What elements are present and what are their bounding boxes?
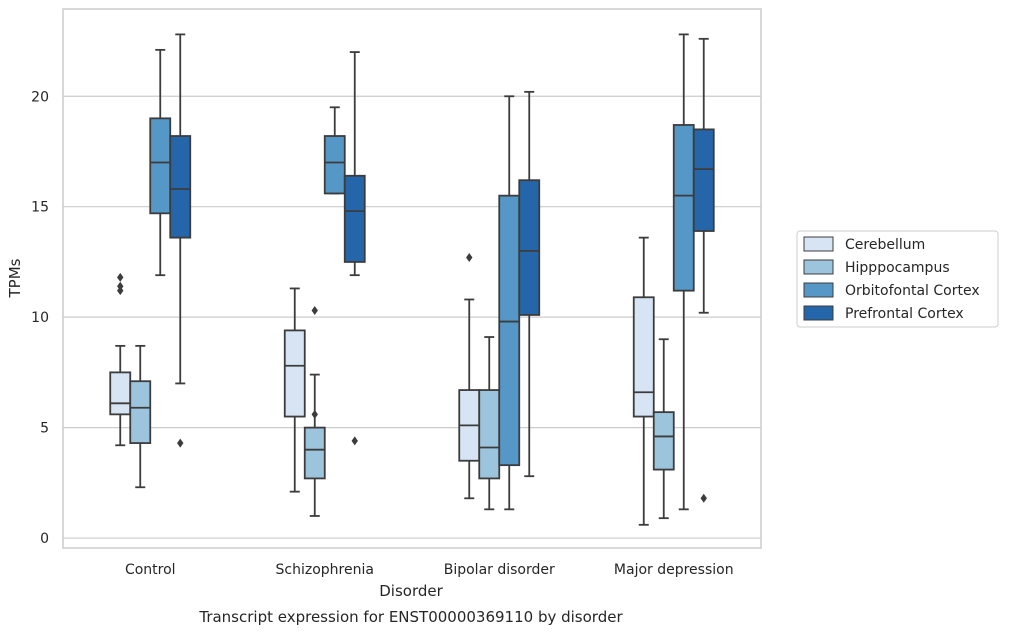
box-cerebellum bbox=[283, 287, 306, 493]
legend-items: Cerebellum Hipppocampus Orbitofontal Corte… bbox=[803, 236, 980, 322]
x-tick-label: Control bbox=[125, 562, 176, 578]
box-prefrontal-cortex bbox=[518, 90, 541, 478]
outlier-point bbox=[351, 436, 358, 446]
legend-label: Cerebellum bbox=[845, 237, 925, 253]
box-prefrontal-cortex bbox=[343, 51, 366, 446]
box-cerebellum bbox=[458, 253, 481, 500]
y-tick-label: 5 bbox=[40, 421, 49, 437]
outlier-point bbox=[117, 272, 124, 282]
legend-frame bbox=[796, 230, 999, 328]
x-tick-label: Major depression bbox=[614, 562, 734, 578]
box-cerebellum bbox=[109, 272, 132, 447]
iqr-box bbox=[498, 194, 521, 467]
box-cerebellum bbox=[632, 236, 655, 526]
box-prefrontal-cortex bbox=[692, 37, 715, 503]
outlier-point bbox=[311, 306, 318, 316]
legend-swatch bbox=[803, 259, 834, 275]
box-orbitofontal-cortex bbox=[672, 33, 695, 511]
y-tick-label: 0 bbox=[40, 531, 49, 547]
iqr-box bbox=[169, 135, 192, 239]
legend-swatch bbox=[803, 282, 834, 298]
iqr-box bbox=[518, 179, 541, 316]
y-tick-label: 20 bbox=[31, 89, 49, 105]
plot-frame bbox=[62, 8, 762, 549]
box-prefrontal-cortex bbox=[169, 33, 192, 448]
box-orbitofontal-cortex bbox=[149, 48, 172, 277]
box-hipppocampus bbox=[129, 344, 152, 489]
legend-label: Hipppocampus bbox=[845, 260, 950, 276]
outlier-point bbox=[466, 253, 473, 263]
legend-swatch bbox=[803, 305, 834, 321]
outlier-point bbox=[311, 409, 318, 419]
iqr-box bbox=[692, 128, 715, 232]
iqr-box bbox=[303, 426, 326, 480]
box-hipppocampus bbox=[478, 336, 501, 511]
legend: Cerebellum Hipppocampus Orbitofontal Corte… bbox=[796, 230, 999, 328]
iqr-box bbox=[109, 371, 132, 416]
y-tick-label: 15 bbox=[31, 200, 49, 216]
boxes-layer bbox=[109, 33, 715, 526]
box-hipppocampus bbox=[303, 306, 326, 517]
iqr-box bbox=[343, 174, 366, 263]
iqr-box bbox=[652, 411, 675, 471]
x-tick-labels: Control Schizophrenia Bipolar disorder Majo… bbox=[125, 562, 734, 578]
iqr-box bbox=[129, 380, 152, 444]
legend-swatch bbox=[803, 236, 834, 252]
chart-caption: Transcript expression for ENST0000036911… bbox=[198, 608, 623, 626]
legend-label: Orbitofontal Cortex bbox=[845, 283, 980, 299]
iqr-box bbox=[478, 389, 501, 480]
outlier-point bbox=[117, 281, 124, 291]
x-tick-label: Schizophrenia bbox=[276, 562, 374, 578]
y-tick-label: 10 bbox=[31, 310, 49, 326]
y-axis-label: TPMs bbox=[6, 258, 24, 298]
outlier-point bbox=[177, 438, 184, 448]
box-orbitofontal-cortex bbox=[323, 106, 346, 195]
legend-label: Prefrontal Cortex bbox=[845, 306, 964, 322]
iqr-box bbox=[283, 329, 306, 418]
box-hipppocampus bbox=[652, 338, 675, 520]
iqr-box bbox=[672, 124, 695, 292]
x-axis-label: Disorder bbox=[379, 582, 443, 600]
x-tick-label: Bipolar disorder bbox=[444, 562, 555, 578]
iqr-box bbox=[632, 296, 655, 418]
iqr-box bbox=[323, 135, 346, 195]
iqr-box bbox=[149, 117, 172, 215]
outlier-point bbox=[700, 493, 707, 503]
box-orbitofontal-cortex bbox=[498, 95, 521, 511]
y-tick-labels: 0 5 10 15 20 bbox=[31, 89, 49, 547]
